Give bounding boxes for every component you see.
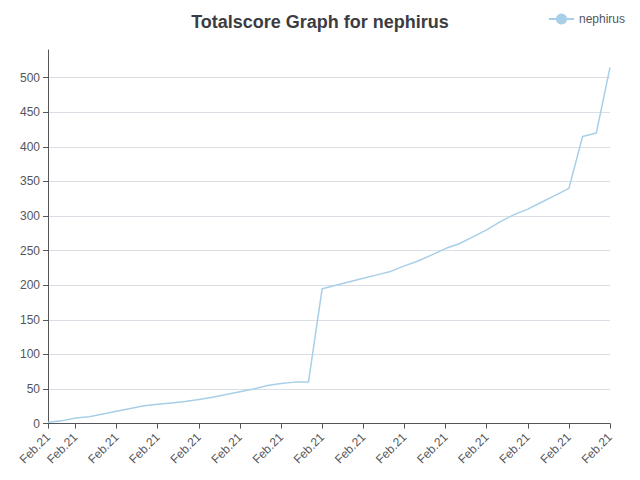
- svg-text:Feb.21: Feb.21: [209, 430, 246, 467]
- svg-text:Feb.21: Feb.21: [373, 430, 410, 467]
- svg-text:Feb.21: Feb.21: [291, 430, 328, 467]
- svg-text:Feb.21: Feb.21: [496, 430, 533, 467]
- svg-text:Feb.21: Feb.21: [126, 430, 163, 467]
- svg-text:Feb.21: Feb.21: [455, 430, 492, 467]
- svg-text:Feb.21: Feb.21: [44, 430, 81, 467]
- svg-text:Totalscore Graph for nephirus: Totalscore Graph for nephirus: [191, 12, 449, 32]
- svg-text:Feb.21: Feb.21: [85, 430, 122, 467]
- svg-text:Feb.21: Feb.21: [250, 430, 287, 467]
- svg-text:Feb.21: Feb.21: [167, 430, 204, 467]
- svg-text:400: 400: [20, 140, 40, 154]
- svg-text:100: 100: [20, 347, 40, 361]
- svg-text:Feb.21: Feb.21: [16, 430, 53, 467]
- svg-text:Feb.21: Feb.21: [579, 430, 616, 467]
- svg-text:0: 0: [33, 417, 40, 431]
- svg-text:500: 500: [20, 71, 40, 85]
- svg-text:450: 450: [20, 105, 40, 119]
- svg-text:150: 150: [20, 313, 40, 327]
- svg-text:Feb.21: Feb.21: [332, 430, 369, 467]
- svg-text:250: 250: [20, 244, 40, 258]
- svg-text:nephirus: nephirus: [579, 12, 625, 26]
- svg-text:Feb.21: Feb.21: [414, 430, 451, 467]
- svg-text:Feb.21: Feb.21: [538, 430, 575, 467]
- svg-text:50: 50: [27, 382, 41, 396]
- svg-text:300: 300: [20, 209, 40, 223]
- svg-text:200: 200: [20, 278, 40, 292]
- svg-text:350: 350: [20, 174, 40, 188]
